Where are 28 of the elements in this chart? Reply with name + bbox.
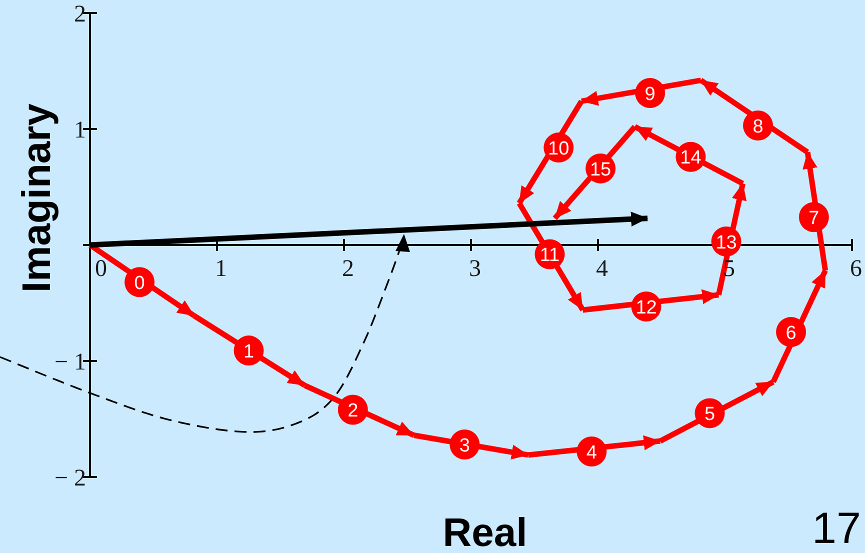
x-tick-label: 2 [342, 256, 354, 282]
annotation: 3 [459, 435, 470, 456]
annotation: 1 [243, 341, 254, 362]
annotation: 10 [548, 138, 570, 160]
y-tick-label: 1 [74, 117, 86, 144]
y-tick-label: − 1 [54, 349, 86, 376]
annotation: 13 [716, 232, 737, 254]
annotation: 2 [348, 400, 358, 422]
annotation: 9 [644, 84, 656, 105]
y-tick-label: 2 [74, 1, 86, 28]
x-tick-label: 3 [469, 256, 481, 282]
y-axis-title: Imaginary [15, 102, 59, 292]
x-tick-label: 1 [215, 256, 227, 282]
annotation: 12 [636, 297, 657, 318]
annotation: 15 [590, 159, 612, 180]
annotation: 6 [786, 322, 796, 344]
annotation: 7 [808, 208, 820, 229]
annotation: 14 [680, 148, 702, 169]
annotation: 11 [540, 245, 560, 266]
x-tick-label: 0 [95, 256, 107, 282]
annotation: 8 [752, 116, 764, 138]
annotation: 5 [704, 404, 716, 426]
annotation: 4 [586, 442, 598, 464]
y-tick-label: − 2 [54, 465, 86, 492]
x-tick-label: 4 [596, 256, 608, 282]
text: 17 [812, 504, 861, 553]
x-axis-title: Real [442, 511, 528, 553]
x-tick-label: 6 [850, 256, 862, 282]
